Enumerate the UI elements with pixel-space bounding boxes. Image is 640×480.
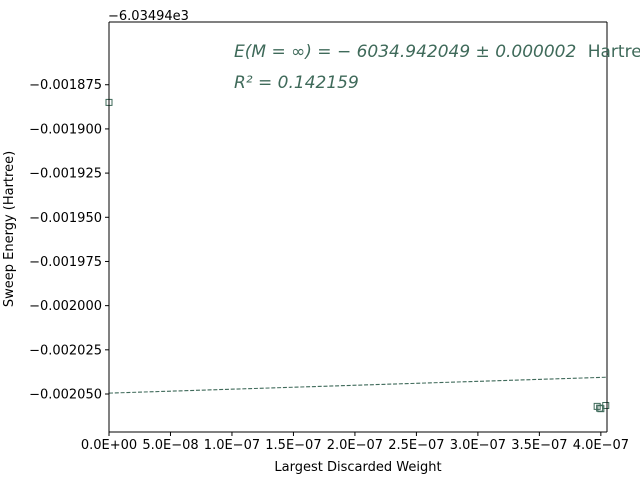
y-axis-ticks: −0.001875 −0.001900 −0.001925 −0.001950 −0.0…	[29, 78, 109, 403]
y-tick-label-0: −0.001875	[29, 78, 102, 93]
y-tick-label-4: −0.001975	[29, 255, 102, 270]
y-tick-label-6: −0.002025	[29, 343, 102, 358]
x-tick-label-1: 5.0E−08	[142, 438, 198, 453]
annotation-energy: E(M = ∞) = − 6034.942049 ± 0.000002 Hart…	[234, 42, 640, 62]
x-tick-label-4: 2.0E−07	[327, 438, 383, 453]
data-points	[105, 98, 610, 413]
annotation-group: E(M = ∞) = − 6034.942049 ± 0.000002 Hart…	[234, 42, 640, 93]
annotation-energy-math: E(M = ∞) = − 6034.942049 ± 0.000002	[234, 42, 576, 62]
x-axis-label: Largest Discarded Weight	[274, 460, 441, 475]
x-tick-label-0: 0.0E+00	[81, 438, 137, 453]
y-tick-label-2: −0.001925	[29, 167, 102, 182]
annotation-r-squared: R² = 0.142159	[234, 73, 359, 93]
y-offset-label: −6.03494e3	[108, 9, 189, 24]
y-tick-label-5: −0.002000	[29, 299, 102, 314]
x-tick-label-3: 1.5E−07	[265, 438, 321, 453]
x-tick-label-2: 1.0E−07	[204, 438, 260, 453]
x-tick-label-7: 3.5E−07	[511, 438, 567, 453]
y-axis-label: Sweep Energy (Hartree)	[2, 151, 17, 307]
y-tick-label-3: −0.001950	[29, 211, 102, 226]
data-point-1	[593, 402, 601, 410]
data-point-4	[602, 401, 610, 409]
y-tick-label-1: −0.001900	[29, 122, 102, 137]
axes	[108, 21, 608, 433]
x-axis-ticks: 0.0E+00 5.0E−08 1.0E−07 1.5E−07 2.0E−07 2.5E−…	[81, 432, 629, 453]
y-tick-label-7: −0.002050	[29, 388, 102, 403]
annotation-energy-unit: Hartree	[588, 42, 640, 62]
x-tick-label-5: 2.5E−07	[388, 438, 444, 453]
x-tick-label-8: 4.0E−07	[573, 438, 629, 453]
x-tick-label-6: 3.0E−07	[450, 438, 506, 453]
fit-line-group	[108, 376, 608, 394]
fit-line	[108, 376, 608, 394]
